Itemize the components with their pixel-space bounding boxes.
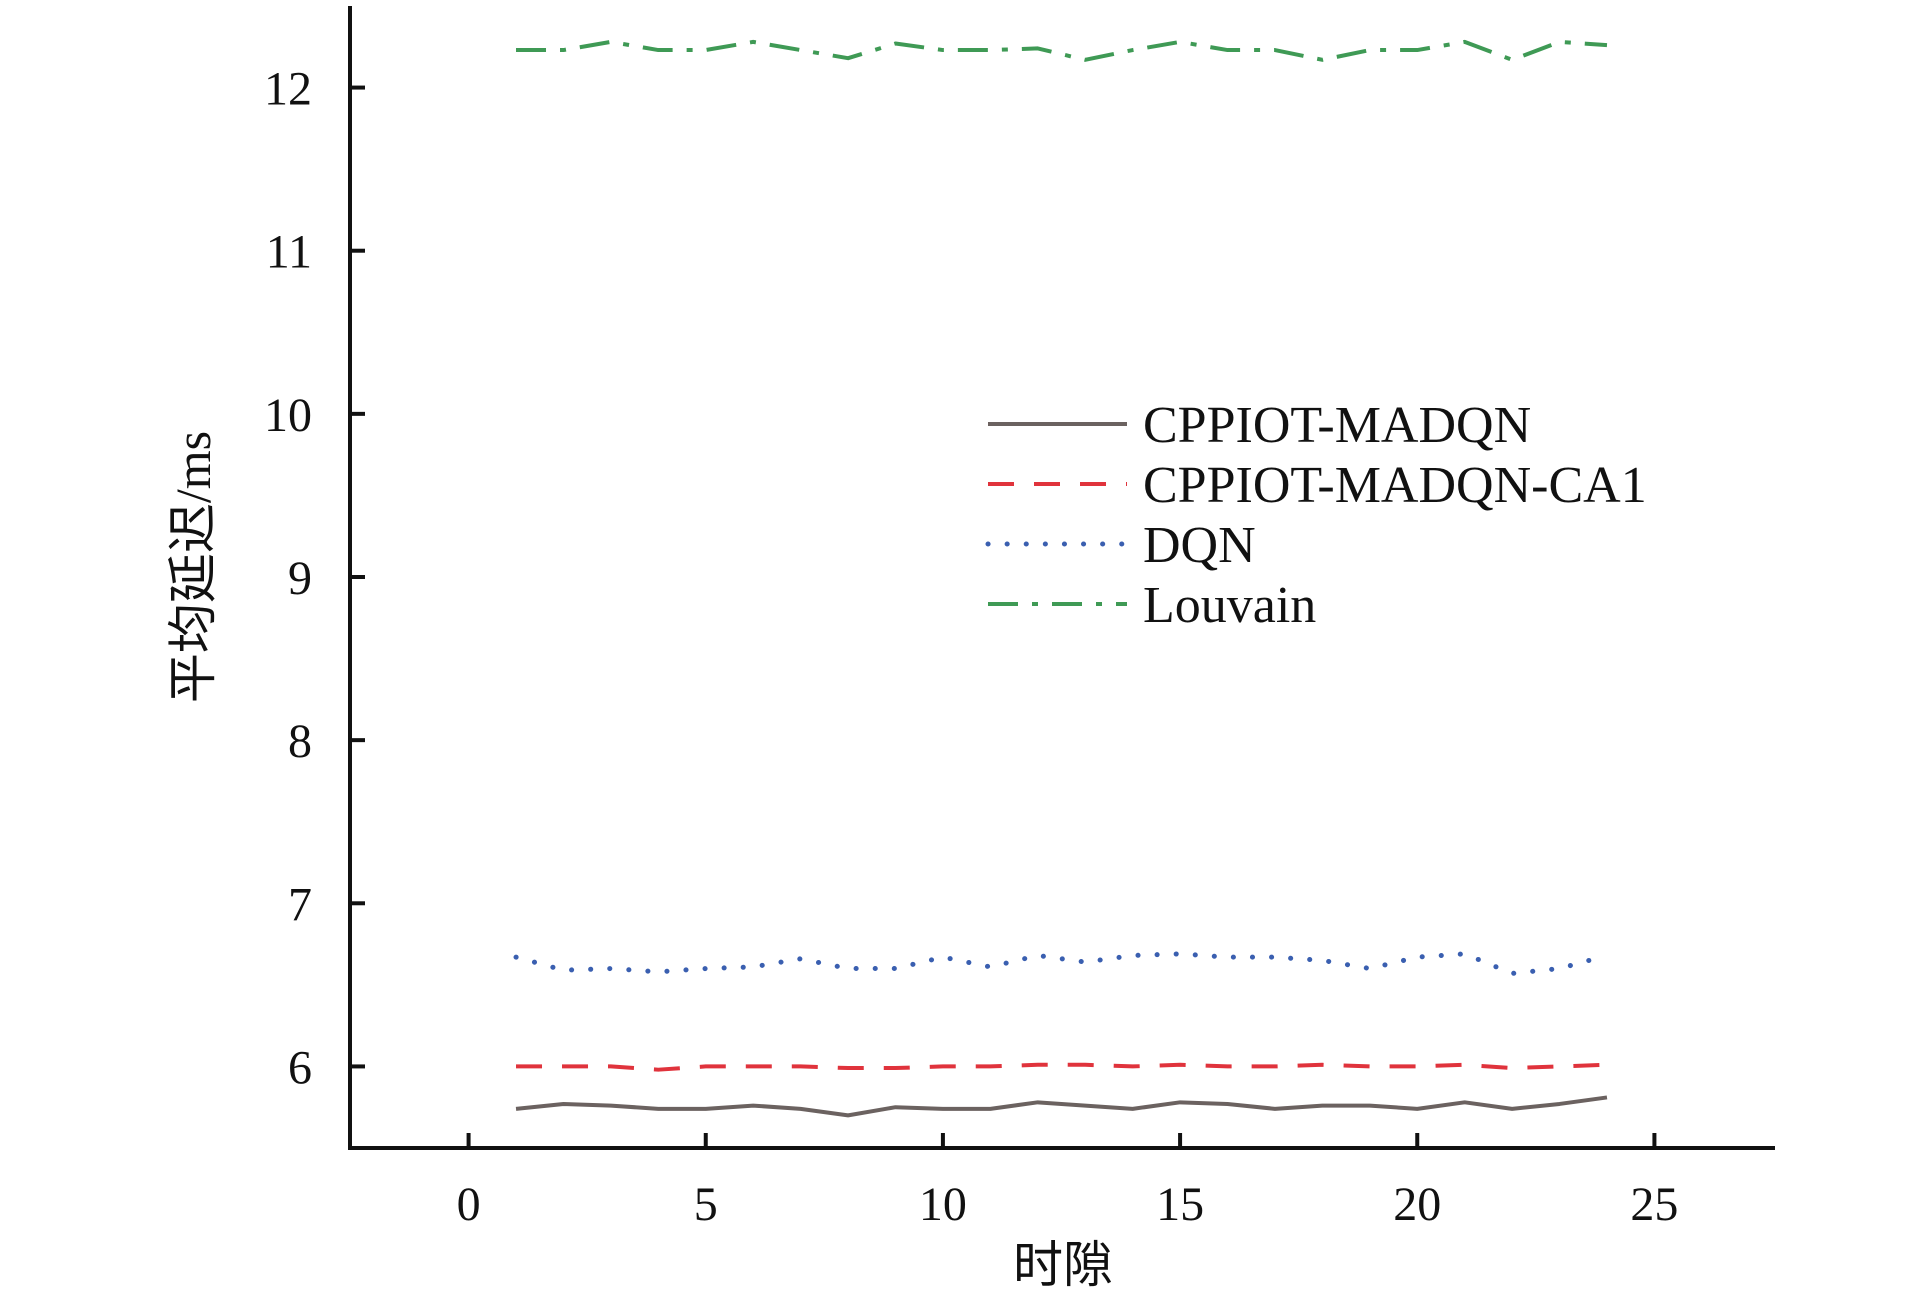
x-tick-label: 0 — [457, 1178, 481, 1231]
x-ticks: 0 5 10 15 20 25 — [457, 1133, 1678, 1231]
y-tick-label: 6 — [288, 1041, 312, 1094]
y-tick-label: 11 — [266, 226, 312, 279]
series-line — [516, 39, 1608, 62]
legend-label: Louvain — [1143, 577, 1316, 634]
y-ticks: 6 7 8 9 10 11 12 — [264, 63, 365, 1094]
x-tick-label: 20 — [1393, 1178, 1441, 1231]
y-tick-label: 12 — [264, 63, 312, 116]
legend-label: DQN — [1143, 517, 1256, 574]
y-tick-label: 9 — [288, 552, 312, 605]
series-line — [516, 1062, 1608, 1072]
x-tick-label: 15 — [1156, 1178, 1204, 1231]
x-axis-title: 时隙 — [1013, 1237, 1113, 1293]
y-tick-label: 10 — [264, 389, 312, 442]
y-tick-label: 8 — [288, 715, 312, 768]
x-tick-label: 5 — [694, 1178, 718, 1231]
axes — [348, 6, 1775, 1150]
y-tick-label: 7 — [288, 878, 312, 931]
y-axis-title: 平均延迟/ms — [165, 431, 221, 703]
legend-label: CPPIOT-MADQN — [1143, 397, 1531, 454]
x-tick-label: 25 — [1630, 1178, 1678, 1231]
series-line — [515, 1095, 1608, 1118]
x-tick-label: 10 — [919, 1178, 967, 1231]
legend-label: CPPIOT-MADQN-CA1 — [1143, 457, 1647, 514]
series-group — [513, 39, 1610, 1118]
series-line — [513, 951, 1610, 976]
